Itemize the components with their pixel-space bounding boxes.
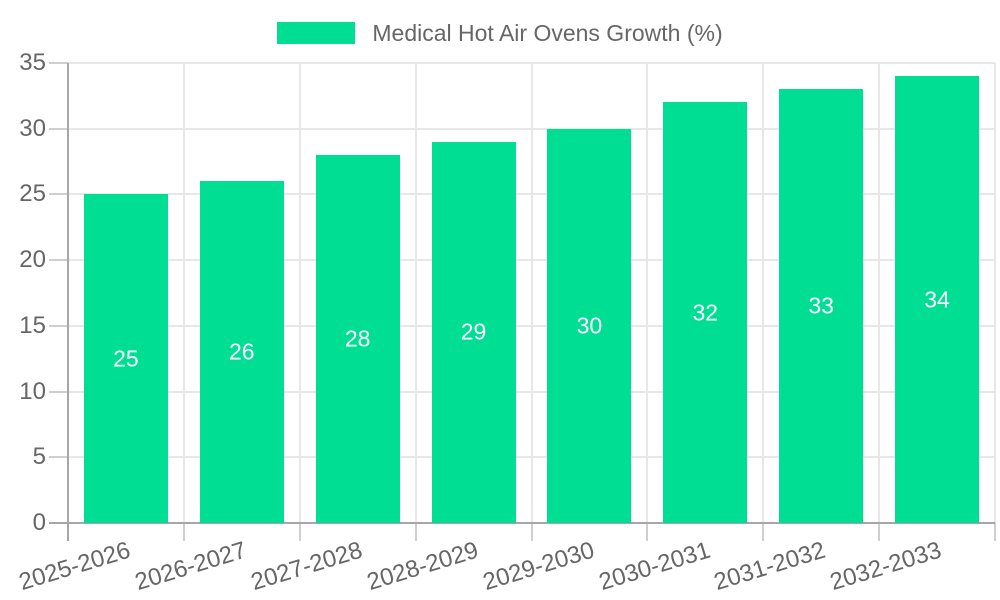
y-axis-tick bbox=[49, 390, 68, 393]
bar-value-label: 34 bbox=[924, 286, 950, 313]
y-axis-tick bbox=[49, 259, 68, 262]
x-axis-tick bbox=[762, 523, 765, 541]
bar-2025-2026[interactable] bbox=[83, 194, 168, 523]
x-axis-tick bbox=[994, 523, 996, 541]
bar-value-label: 28 bbox=[344, 325, 371, 352]
v-gridline bbox=[878, 63, 881, 523]
v-gridline bbox=[298, 63, 301, 523]
legend-item[interactable]: Medical Hot Air Ovens Growth (%) bbox=[0, 20, 1000, 46]
x-axis-tick-label: 2030-2031 bbox=[595, 536, 714, 596]
legend-swatch-icon bbox=[277, 22, 356, 44]
bar-value-label: 29 bbox=[460, 318, 487, 345]
x-axis-tick bbox=[878, 523, 881, 541]
bar-2029-2030[interactable] bbox=[547, 128, 632, 523]
x-axis-tick bbox=[182, 523, 185, 541]
y-axis-tick bbox=[49, 193, 68, 196]
h-gridline bbox=[49, 259, 995, 262]
y-axis-tick-label: 0 bbox=[32, 509, 46, 536]
bar-2027-2028[interactable] bbox=[315, 155, 400, 523]
x-axis-tick-label: 2032-2033 bbox=[827, 536, 945, 596]
y-axis-tick-label: 5 bbox=[32, 443, 46, 471]
x-axis-tick-label: 2031-2032 bbox=[711, 536, 829, 596]
bar-value-label: 25 bbox=[113, 345, 139, 372]
v-gridline bbox=[530, 63, 533, 523]
x-axis-tick bbox=[646, 523, 649, 541]
x-axis-tick-label: 2027-2028 bbox=[247, 536, 366, 596]
h-gridline bbox=[49, 390, 995, 393]
y-axis-tick bbox=[49, 456, 68, 459]
bar-value-label: 30 bbox=[576, 312, 603, 339]
v-gridline bbox=[762, 63, 765, 523]
x-axis-tick-label: 2028-2029 bbox=[363, 536, 482, 596]
h-gridline bbox=[49, 193, 995, 196]
x-axis-line bbox=[49, 522, 995, 524]
h-gridline bbox=[49, 62, 995, 64]
y-axis-tick-label: 10 bbox=[19, 377, 46, 405]
y-axis-tick bbox=[49, 62, 68, 64]
v-gridline bbox=[646, 63, 649, 523]
x-axis-tick bbox=[298, 523, 301, 541]
y-axis-tick-label: 20 bbox=[19, 246, 46, 274]
x-axis-tick-label: 2029-2030 bbox=[479, 536, 598, 596]
y-axis-tick bbox=[49, 324, 68, 327]
h-gridline bbox=[49, 127, 995, 130]
bar-value-label: 26 bbox=[229, 338, 255, 365]
y-axis-line bbox=[67, 63, 69, 541]
h-gridline bbox=[49, 456, 995, 459]
x-axis-tick bbox=[414, 523, 417, 541]
x-axis-tick-label: 2026-2027 bbox=[131, 536, 250, 596]
bar-2030-2031[interactable] bbox=[663, 102, 748, 523]
y-axis-tick-label: 25 bbox=[19, 180, 46, 208]
y-axis-tick-label: 30 bbox=[19, 114, 46, 142]
bar-2026-2027[interactable] bbox=[199, 181, 284, 523]
legend-label: Medical Hot Air Ovens Growth (%) bbox=[372, 20, 723, 46]
x-axis-tick bbox=[530, 523, 533, 541]
y-axis-tick-label: 15 bbox=[19, 311, 46, 339]
y-axis-tick bbox=[49, 127, 68, 130]
v-gridline bbox=[994, 63, 996, 523]
y-axis-tick-label: 35 bbox=[19, 49, 46, 76]
v-gridline bbox=[182, 63, 185, 523]
bar-2031-2032[interactable] bbox=[779, 89, 864, 523]
h-gridline bbox=[49, 324, 995, 327]
bar-2032-2033[interactable] bbox=[895, 76, 980, 523]
bar-value-label: 33 bbox=[808, 292, 834, 319]
v-gridline bbox=[414, 63, 417, 523]
bar-2028-2029[interactable] bbox=[431, 141, 516, 523]
x-axis-tick-label: 2025-2026 bbox=[16, 536, 134, 596]
bar-value-label: 32 bbox=[692, 299, 719, 326]
